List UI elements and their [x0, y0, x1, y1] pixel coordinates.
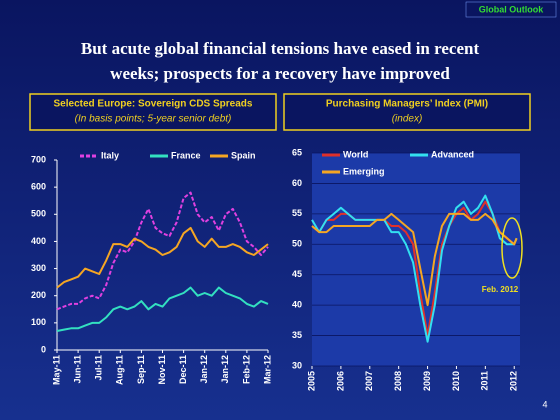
- series-line: [56, 191, 269, 311]
- y-tick-label: 400: [31, 236, 46, 246]
- chart-subtitle: (In basis points; 5-year senior debt): [75, 114, 232, 125]
- legend-label: World: [343, 149, 368, 159]
- x-tick-label: Feb-12: [241, 355, 251, 384]
- legend-label: Spain: [231, 150, 256, 160]
- y-tick-label: 50: [292, 239, 302, 249]
- series-line: [311, 212, 518, 307]
- y-tick-label: 600: [31, 182, 46, 192]
- y-tick-label: 55: [292, 208, 302, 218]
- legend-label: Emerging: [343, 166, 385, 176]
- chart-subtitle: (index): [392, 114, 423, 125]
- header: Global Outlook: [479, 4, 544, 14]
- x-tick-label: 2012: [509, 371, 519, 391]
- x-tick-label: 2009: [422, 371, 432, 391]
- annotation: Feb. 2012: [482, 285, 519, 294]
- y-tick-label: 500: [31, 209, 46, 219]
- legend-label: France: [171, 150, 201, 160]
- y-tick-label: 40: [292, 300, 302, 310]
- page-number: 4: [542, 399, 547, 409]
- x-tick-label: Dec-11: [178, 355, 188, 384]
- x-tick-label: Jan-12: [199, 355, 209, 384]
- x-tick-label: Jan-12: [220, 355, 230, 384]
- slide-title: weeks; prospects for a recovery have imp…: [110, 64, 450, 83]
- series-line: [311, 194, 518, 343]
- x-tick-label: 2008: [393, 371, 403, 391]
- y-tick-label: 200: [31, 290, 46, 300]
- series-line: [56, 226, 269, 289]
- x-tick-label: 2011: [480, 371, 490, 391]
- x-tick-label: Jun-11: [72, 355, 82, 384]
- series-line: [56, 286, 269, 332]
- slide-title: But acute global financial tensions have…: [81, 39, 480, 58]
- x-tick-label: 2005: [306, 371, 316, 391]
- x-tick-label: 2007: [364, 371, 374, 391]
- legend-label: Italy: [101, 150, 119, 160]
- y-tick-label: 700: [31, 154, 46, 164]
- legend-label: Advanced: [431, 149, 474, 159]
- x-tick-label: 2006: [335, 371, 345, 391]
- x-tick-label: May-11: [51, 355, 61, 385]
- y-tick-label: 60: [292, 178, 302, 188]
- chart-title: Purchasing Managers’ Index (PMI): [326, 99, 488, 110]
- x-tick-label: Jul-11: [94, 355, 104, 381]
- y-tick-label: 30: [292, 360, 302, 370]
- chart-title-box: [29, 93, 277, 131]
- chart-title-box: [283, 93, 531, 131]
- x-tick-label: Sep-11: [136, 355, 146, 384]
- x-tick-label: Nov-11: [157, 355, 167, 385]
- x-tick-label: 2010: [451, 371, 461, 391]
- y-tick-label: 300: [31, 263, 46, 273]
- x-tick-label: Mar-12: [262, 355, 272, 384]
- x-tick-label: Aug-11: [115, 355, 125, 385]
- y-tick-label: 100: [31, 317, 46, 327]
- y-tick-label: 0: [41, 344, 46, 354]
- y-tick-label: 65: [292, 147, 302, 157]
- highlight: [501, 217, 523, 279]
- header-box: [465, 1, 557, 18]
- y-tick-label: 45: [292, 269, 302, 279]
- y-tick-label: 35: [292, 330, 302, 340]
- chart-title: Selected Europe: Sovereign CDS Spreads: [54, 99, 253, 110]
